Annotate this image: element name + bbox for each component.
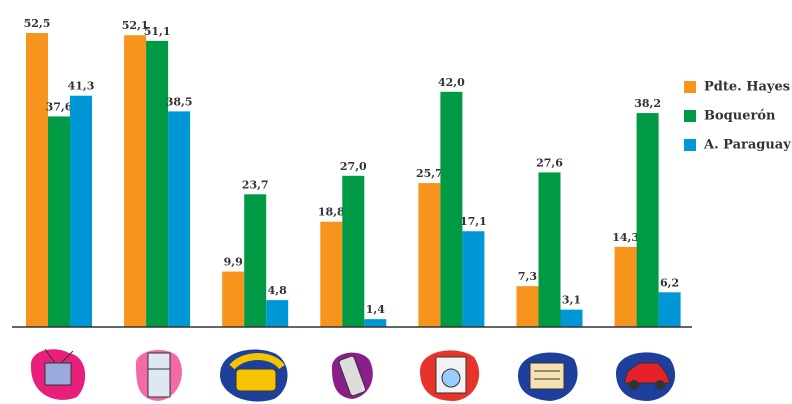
bar [516,286,539,327]
category-icons [30,348,676,402]
icon-car [616,352,676,401]
bar [48,116,70,327]
legend-swatch [684,139,696,151]
bar [342,175,365,327]
icon-washer [420,350,480,401]
bar [70,95,92,327]
data-label: 52,5 [24,17,51,30]
bar [168,111,191,328]
icon-tv [30,348,86,400]
legend-label: Boquerón [704,109,776,124]
icon-mobile [331,352,373,399]
icon-fridge [135,350,182,401]
data-label: 4,8 [268,284,287,297]
data-label: 25,7 [416,167,443,180]
legend-swatch [684,81,696,93]
data-label: 38,2 [634,97,661,110]
data-label: 38,5 [166,95,193,108]
bar [244,194,267,327]
bar [222,271,245,327]
bar [146,40,169,328]
data-label: 37,6 [46,100,73,113]
bar [266,300,289,327]
bar [538,172,561,327]
data-label: 17,1 [460,215,487,228]
data-label: 9,9 [224,256,243,269]
bar [440,91,463,327]
data-label: 41,3 [68,80,95,93]
data-label: 52,1 [122,19,149,32]
bar [364,319,387,327]
bar [614,246,637,327]
bar [560,309,583,327]
data-label: 14,3 [612,231,639,244]
bar [636,113,659,327]
data-label: 27,6 [536,156,563,169]
data-label: 7,3 [518,270,537,283]
data-label: 42,0 [438,76,465,89]
bar [26,33,48,327]
icon-phone [220,349,288,402]
data-label: 3,1 [562,294,581,307]
bar [320,221,343,327]
data-label: 51,1 [144,25,171,38]
bar [124,35,147,328]
data-label: 23,7 [242,178,269,191]
data-label: 6,2 [660,276,679,289]
legend-swatch [684,110,696,122]
icon-heater [518,352,578,401]
bar [658,292,681,327]
data-label: 1,4 [366,303,385,316]
data-label: 27,0 [340,160,367,173]
legend-label: Pdte. Hayes [704,80,790,95]
bar [418,183,441,327]
data-label: 18,8 [318,206,345,219]
legend-label: A. Paraguay [703,138,791,153]
bar [462,231,485,327]
